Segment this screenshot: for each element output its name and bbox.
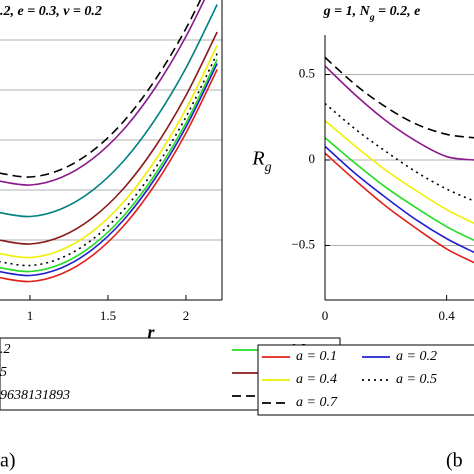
x-tick-label: 0 [322, 308, 329, 323]
plot-area [0, 0, 218, 283]
legend-label: a = 0.5 [396, 372, 437, 387]
y-axis-label: Rg [251, 148, 271, 175]
chart-title: g = 1, Ng = 0.2, e [323, 4, 421, 23]
legend-label: a = 0.4 [296, 372, 337, 387]
curve [325, 65, 474, 161]
curve [0, 63, 218, 277]
curve [325, 56, 474, 139]
curve [0, 4, 218, 218]
curve [325, 120, 474, 224]
curve [325, 102, 474, 202]
y-tick-label: 0.5 [299, 65, 315, 80]
curve [325, 145, 474, 254]
x-tick-label: 1 [27, 308, 34, 323]
panel-caption: (b [446, 450, 463, 472]
x-axis-label: r [147, 322, 155, 342]
legend-box [257, 344, 474, 416]
legend-label: 9638131893 [0, 388, 70, 403]
curve [0, 0, 202, 178]
legend-label: 5 [0, 365, 7, 380]
curve [325, 137, 474, 242]
x-tick-label: 2 [183, 308, 190, 323]
x-tick-label: 1.5 [100, 308, 116, 323]
chart-title: .2, e = 0.3, v = 0.2 [0, 4, 102, 19]
x-tick-label: 0.4 [439, 308, 456, 323]
curve [0, 59, 218, 273]
curve [0, 45, 218, 259]
curve [325, 152, 474, 264]
curve [0, 31, 218, 245]
y-tick-label: −0.5 [291, 236, 315, 251]
curve [0, 69, 218, 283]
legend-label: .2 [0, 342, 11, 357]
legend-label: a = 0.2 [396, 349, 437, 364]
curve [0, 53, 218, 267]
legend-label: a = 0.7 [296, 395, 338, 410]
plot-area [325, 56, 474, 264]
panel-caption: a) [0, 450, 16, 472]
legend-label: a = 0.1 [296, 349, 337, 364]
curve [0, 0, 206, 186]
y-tick-label: 0 [309, 151, 316, 166]
